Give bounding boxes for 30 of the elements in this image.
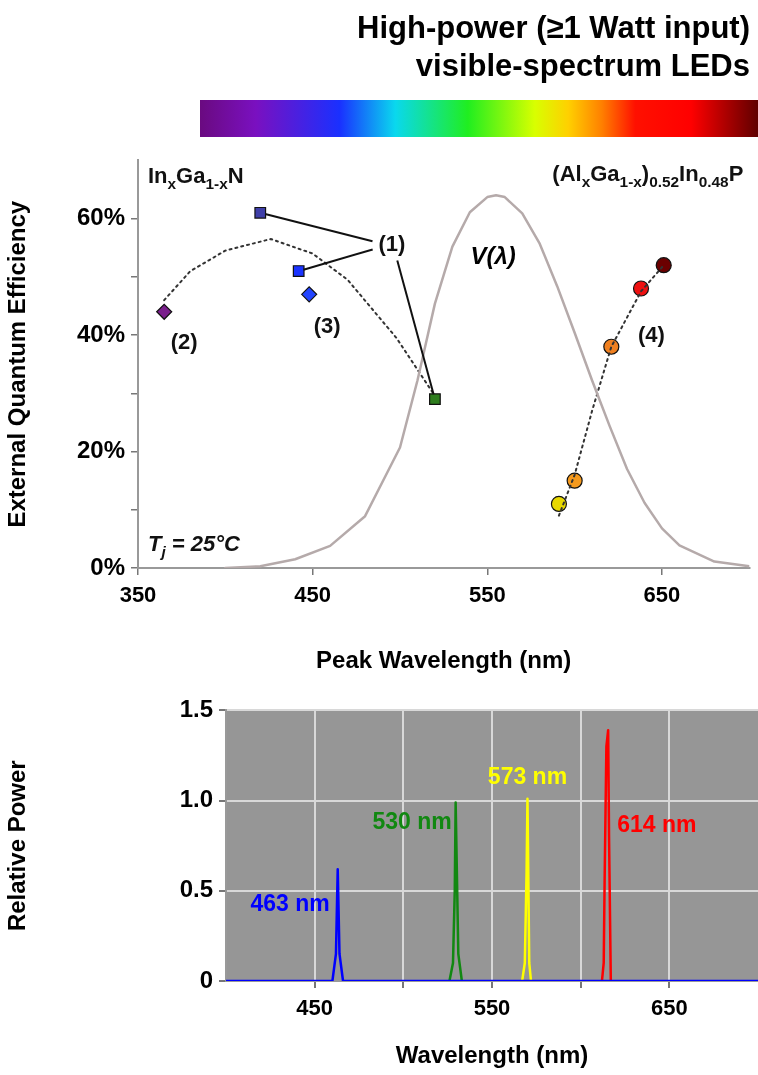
x-tick-label: 550 bbox=[473, 995, 511, 1021]
annotation: (2) bbox=[170, 328, 198, 354]
x-axis-title: Peak Wavelength (nm) bbox=[316, 646, 572, 674]
annotation: (1) bbox=[378, 231, 406, 257]
y-tick-label: 1.0 bbox=[179, 785, 213, 813]
chart-subtitle: visible-spectrum LEDs bbox=[415, 48, 750, 84]
y-axis-title: Relative Power bbox=[3, 760, 31, 932]
chart-title: High-power (≥1 Watt input) bbox=[357, 10, 750, 46]
x-tick-label: 650 bbox=[643, 582, 681, 608]
x-tick-label: 550 bbox=[468, 582, 506, 608]
y-tick-label: 0 bbox=[199, 965, 213, 993]
series-label: 573 nm bbox=[487, 763, 568, 790]
y-tick-label: 1.5 bbox=[179, 695, 213, 723]
x-tick-label: 350 bbox=[119, 582, 157, 608]
x-tick-label: 650 bbox=[650, 995, 688, 1021]
annotation: (3) bbox=[313, 313, 341, 339]
y-axis-title: External Quantum Efficiency bbox=[3, 200, 31, 528]
series-label: 530 nm bbox=[372, 807, 452, 834]
y-tick-label: 20% bbox=[76, 436, 125, 464]
y-tick-label: 60% bbox=[76, 203, 125, 231]
series-label: V(λ) bbox=[470, 241, 516, 269]
series-label: 463 nm bbox=[250, 890, 330, 917]
x-tick-label: 450 bbox=[296, 995, 334, 1021]
x-tick-label: 450 bbox=[294, 582, 332, 608]
y-tick-label: 40% bbox=[76, 319, 125, 347]
y-tick-label: 0% bbox=[90, 552, 125, 580]
y-tick-label: 0.5 bbox=[179, 875, 213, 903]
annotation: (4) bbox=[637, 321, 665, 347]
series-label: 614 nm bbox=[617, 810, 697, 837]
x-axis-title: Wavelength (nm) bbox=[395, 1041, 589, 1069]
